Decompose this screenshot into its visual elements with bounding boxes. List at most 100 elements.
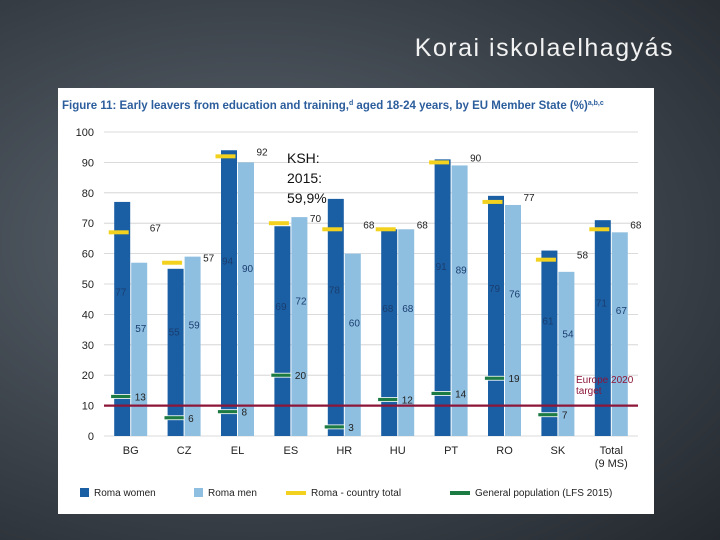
bar-roma-men [451,165,468,436]
x-tick-label: CZ [177,445,192,457]
data-label-roma-women: 71 [596,298,608,309]
data-label-roma-women: 68 [382,304,394,315]
data-label-roma-men: 54 [562,330,574,341]
data-label-general-population: 6 [188,414,194,425]
data-label-roma-total: 68 [363,220,375,231]
data-label-general-population: 7 [562,411,568,422]
data-label-roma-total: 67 [150,223,162,234]
data-label-roma-total: 57 [203,254,215,265]
x-tick-label: PT [444,445,458,457]
target-label: target [576,386,602,397]
chart-title: Figure 11: Early leavers from education … [62,100,604,112]
y-tick-label: 80 [82,188,94,200]
bar-roma-women [381,229,398,436]
data-label-roma-total: 77 [524,193,536,204]
data-label-roma-men: 60 [349,319,361,330]
marker-general-population [377,397,399,402]
x-tick-label: EL [231,445,244,457]
bar-roma-men [238,162,254,436]
data-label-roma-total: 70 [310,214,322,225]
ksh-annotation-line: 59,9% [287,190,327,206]
legend-swatch [80,488,89,497]
legend-swatch [450,491,470,495]
marker-roma-total [535,257,556,262]
marker-general-population [430,391,452,396]
data-label-roma-total: 92 [257,147,269,158]
bar-roma-men [184,256,201,436]
y-tick-label: 50 [82,279,94,291]
data-label-roma-men: 76 [509,289,521,300]
x-tick-label: ES [284,445,299,457]
x-tick-label: BG [123,445,139,457]
marker-roma-total [162,260,183,265]
marker-roma-total [482,199,503,204]
data-label-roma-men: 72 [295,297,307,308]
bar-roma-men [398,229,415,436]
legend-swatch [286,491,306,495]
bar-roma-women [114,201,131,436]
data-label-general-population: 3 [348,423,354,434]
marker-roma-total [429,160,450,165]
data-label-roma-men: 89 [456,266,468,277]
marker-roma-total [375,227,396,232]
y-tick-label: 10 [82,401,94,413]
bar-roma-men [611,232,628,436]
data-label-roma-men: 90 [242,264,254,275]
data-label-roma-women: 91 [436,262,448,273]
marker-general-population [537,412,559,418]
data-label-general-population: 19 [509,374,521,385]
marker-roma-total [589,227,610,232]
slide-title: Korai iskolaelhagyás [414,34,674,62]
data-label-general-population: 14 [455,389,467,400]
legend-label: Roma - country total [311,488,401,499]
data-label-roma-total: 68 [630,220,642,231]
marker-roma-total [322,227,343,232]
bar-roma-women [167,268,184,436]
data-label-roma-men: 68 [402,304,414,315]
data-label-roma-women: 78 [329,286,341,297]
data-label-roma-women: 55 [169,328,181,339]
y-tick-label: 0 [88,431,94,443]
marker-general-population [217,409,238,415]
data-label-general-population: 20 [295,371,307,382]
bar-roma-men [131,262,148,436]
marker-general-population [323,424,345,430]
bar-roma-men [558,271,575,436]
data-label-roma-women: 61 [542,317,554,328]
data-label-roma-men: 57 [135,324,147,335]
legend-label: Roma men [208,488,257,499]
data-label-roma-women: 94 [222,257,234,268]
bar-roma-women [594,220,611,436]
data-label-roma-women: 77 [115,288,127,299]
marker-general-population [270,372,292,378]
bar-roma-women [541,250,558,436]
marker-general-population [484,375,505,381]
x-tick-label: SK [551,445,566,457]
y-tick-label: 70 [82,218,94,230]
bar-roma-men [505,204,521,436]
ksh-annotation-line: 2015: [287,170,323,186]
marker-general-population [110,394,132,399]
chart-svg: Figure 11: Early leavers from education … [62,100,642,499]
legend-label: General population (LFS 2015) [475,488,612,499]
bar-roma-men [291,217,308,436]
x-tick-sublabel: (9 MS) [595,458,628,470]
data-label-general-population: 12 [402,396,414,407]
data-label-roma-women: 69 [275,302,287,313]
bar-roma-women [274,226,291,436]
x-tick-label: HR [336,445,352,457]
bar-roma-men [344,253,361,436]
marker-roma-total [268,221,289,226]
data-label-roma-men: 67 [616,306,628,317]
bar-roma-women [327,198,344,436]
y-tick-label: 90 [82,157,94,169]
legend-label: Roma women [94,488,156,499]
data-label-roma-total: 58 [577,251,589,262]
ksh-annotation-line: KSH: [287,150,320,166]
target-label: Europe 2020 [576,375,634,386]
y-tick-label: 40 [82,309,94,321]
marker-general-population [163,415,185,421]
ksh-annotation: KSH: 2015: 59,9% [287,148,327,208]
bar-roma-women [434,159,451,437]
y-tick-label: 60 [82,249,94,261]
